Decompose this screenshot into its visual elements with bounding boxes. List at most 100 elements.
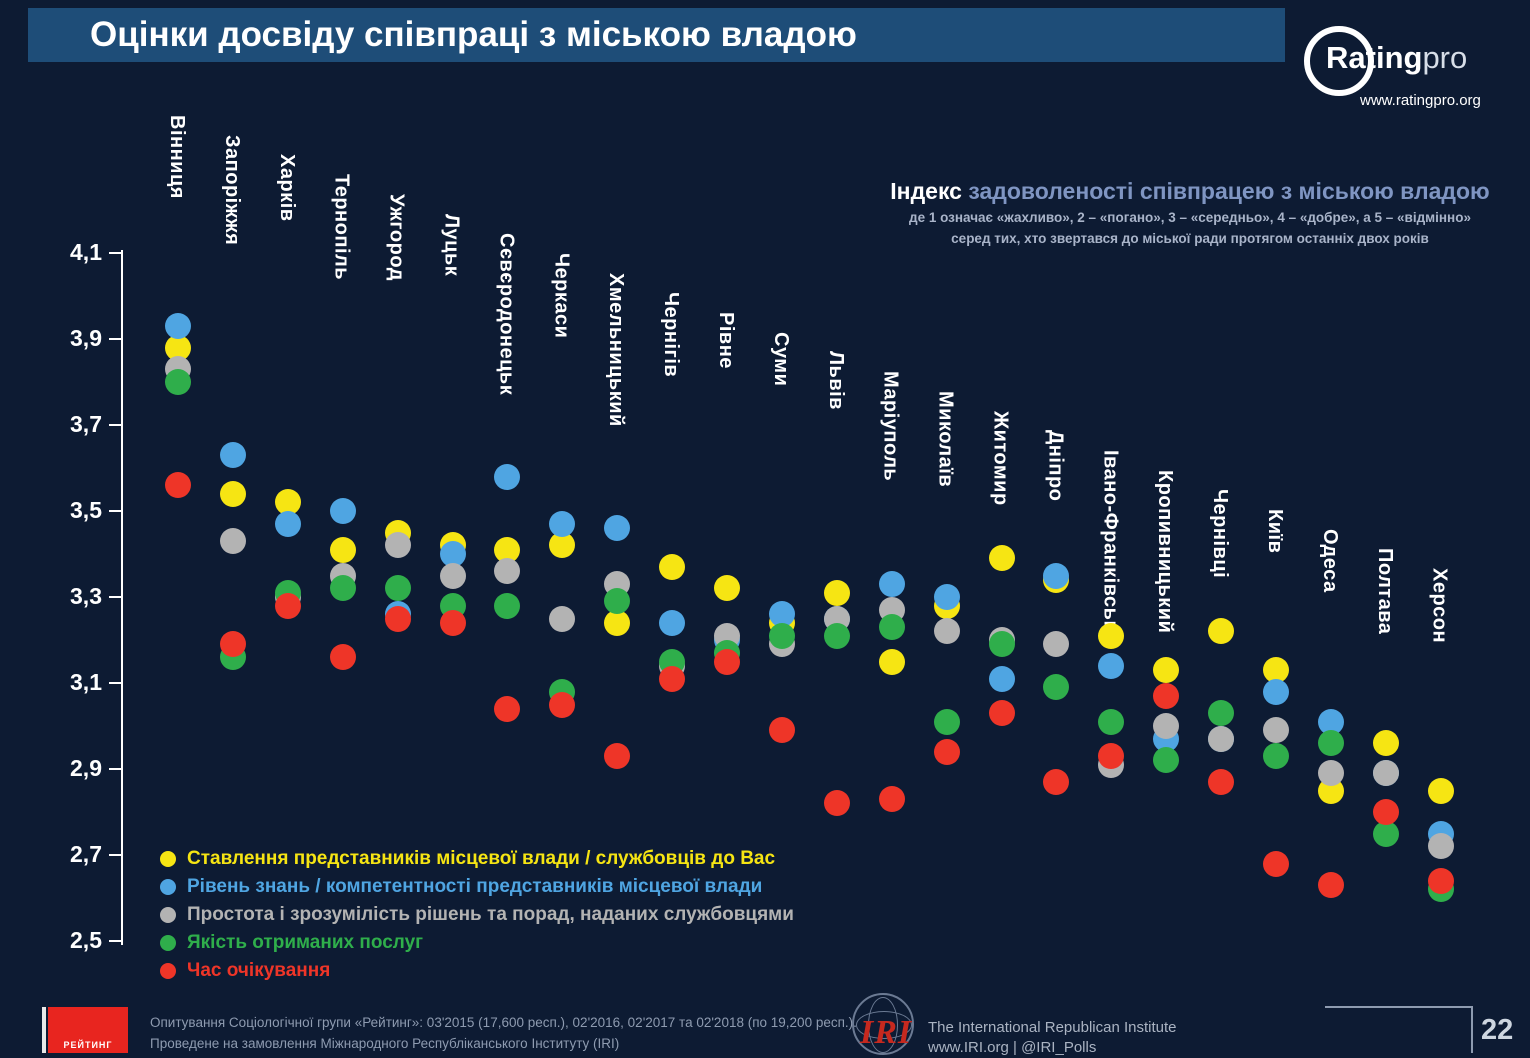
city-label-14: Маріуполь [879,371,902,482]
data-point [604,609,631,636]
index-title-rest: задоволеності співпрацею з міською владо… [961,178,1490,204]
city-label-20: Чернівці [1209,489,1232,579]
data-point [933,618,960,645]
data-point [1427,833,1454,860]
chart-legend: Ставлення представників місцевої влади /… [160,845,794,985]
iri-text-block: The International Republican Institute w… [928,1018,1177,1058]
data-point [384,575,411,602]
data-point [219,480,246,507]
data-point [165,313,191,340]
y-axis-tick-label: 3,5 [70,497,102,523]
data-point [494,463,521,490]
data-point [165,472,191,499]
data-point [1263,678,1289,705]
rating-logo-label: РЕЙТИНГ [63,1040,113,1050]
data-point [988,665,1015,692]
legend-dot-2 [160,879,176,895]
page-number-vline [1471,1006,1473,1053]
y-axis-tick [109,338,122,340]
data-point [274,592,301,619]
y-axis-tick-label: 2,9 [70,755,102,781]
data-point [219,631,246,658]
data-point [1427,867,1454,894]
y-axis-tick [109,596,122,598]
data-point [1263,717,1289,744]
city-label-15: Миколаїв [934,390,957,487]
data-point [549,510,576,537]
y-axis-tick-label: 3,3 [70,583,102,609]
data-point [219,442,246,469]
data-point [274,510,301,537]
data-point [1208,768,1235,795]
data-point [659,553,686,580]
data-point [933,584,960,610]
index-title-lead: Індекс [890,178,962,204]
data-point [384,532,411,559]
data-point [1427,777,1454,804]
legend-dot-5 [160,963,176,979]
data-point [1317,730,1344,757]
legend-label-3: Простота і зрозумілість рішень та порад,… [187,904,794,925]
data-point [1098,743,1125,770]
data-point [494,558,521,585]
legend-label-1: Ставлення представників місцевої влади /… [187,848,776,869]
iri-globe-icon [852,993,914,1055]
city-label-8: Черкаси [550,252,573,339]
y-axis-tick-label: 3,7 [70,411,102,437]
rating-logo-strip [42,1007,46,1053]
data-point [494,592,521,619]
y-axis-tick [109,854,122,856]
city-label-5: Ужгород [385,193,408,281]
data-point [1098,708,1125,735]
data-point [549,691,576,718]
page-number: 22 [1481,1014,1514,1046]
ratingpro-url: www.ratingpro.org [1360,92,1481,109]
data-point [1208,700,1235,727]
y-axis [121,250,123,945]
legend-dot-1 [160,851,176,867]
city-label-23: Полтава [1373,548,1396,635]
data-point [165,369,191,395]
page-number-hline [1325,1006,1473,1008]
city-label-3: Харків [275,154,298,222]
y-axis-tick-label: 2,7 [70,841,102,867]
y-axis-tick [109,510,122,512]
legend-item-4: Якість отриманих послуг [160,929,794,957]
y-axis-tick-label: 3,1 [70,669,102,695]
data-point [604,588,631,615]
data-point [1043,562,1070,589]
data-point [604,743,631,770]
legend-label-2: Рівень знань / компетентності представни… [187,876,763,897]
data-point [768,622,795,649]
legend-label-5: Час очікування [187,960,331,981]
data-point [823,790,850,817]
data-point [329,575,356,602]
data-point [494,695,521,722]
data-point [549,605,576,632]
legend-dot-3 [160,907,176,923]
city-label-4: Тернопіль [330,174,353,281]
legend-label-4: Якість отриманих послуг [187,932,424,953]
data-point [714,575,740,602]
city-label-2: Запоріжжя [220,134,243,245]
data-point [933,738,960,765]
data-point [659,609,686,636]
data-point [1208,725,1235,752]
city-label-22: Одеса [1318,528,1341,593]
data-point [219,528,246,555]
rating-group-logo: РЕЙТИНГ [48,1007,128,1053]
index-title: Індекс задоволеності співпрацею з місько… [865,178,1515,204]
data-point [823,622,850,649]
ratingpro-logo-suffix: pro [1422,40,1468,75]
legend-item-5: Час очікування [160,957,794,985]
city-label-11: Рівне [715,312,737,369]
footer-survey-line-1: Опитування Соціологічної групи «Рейтинг»… [150,1015,857,1030]
city-label-10: Чернігів [660,292,683,378]
index-subtitle-base: серед тих, хто звертався до міської ради… [951,231,1429,246]
data-point [878,648,905,675]
y-axis-tick-label: 4,1 [70,239,102,265]
ratingpro-logo-ring-icon [1304,26,1374,96]
data-point [1043,631,1070,658]
city-label-13: Львів [824,351,847,411]
iri-institute-name: The International Republican Institute [928,1019,1177,1036]
